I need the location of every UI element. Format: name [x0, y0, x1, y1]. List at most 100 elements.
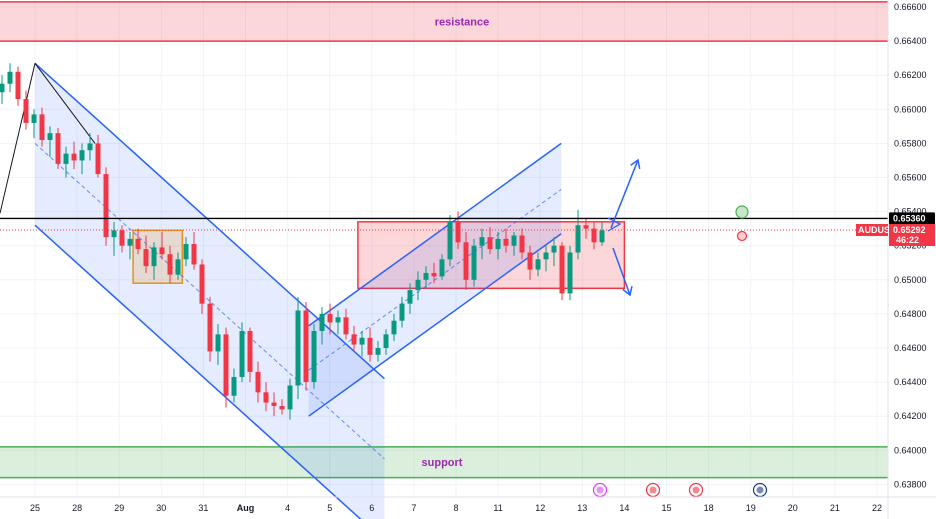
- green-circle-marker: [735, 205, 749, 219]
- candle-body: [39, 114, 45, 140]
- x-tick-label: 21: [830, 503, 840, 513]
- candle-body: [391, 320, 397, 335]
- candle-body: [311, 330, 317, 383]
- candle-body: [423, 272, 429, 280]
- us-flag-event-icon-2-inner: [692, 486, 700, 494]
- candle-body: [87, 143, 93, 151]
- x-tick-label: 19: [746, 503, 756, 513]
- channel-down-lower: [34, 224, 362, 519]
- candle-body: [559, 245, 565, 294]
- candle-body: [551, 245, 557, 253]
- candle-body: [199, 264, 205, 304]
- candle-body: [319, 313, 325, 331]
- y-tick-label: 0.66400: [894, 36, 927, 46]
- x-tick-label: 5: [327, 503, 332, 513]
- y-tick-label: 0.64400: [894, 377, 927, 387]
- candle-body: [463, 242, 469, 280]
- symbol-label: AUDUSD: [858, 225, 897, 235]
- y-tick-label: 0.66600: [894, 2, 927, 12]
- bullish-arrow-head: [630, 158, 641, 169]
- resistance-label: resistance: [435, 16, 489, 28]
- y-tick-label: 0.65400: [894, 207, 927, 217]
- candle-body: [415, 279, 421, 291]
- lightning-event-icon-inner: [596, 486, 604, 494]
- candle-body: [279, 405, 285, 410]
- candle-body: [135, 238, 141, 250]
- bearish-arrow-head: [622, 286, 633, 297]
- candle-body: [439, 259, 445, 277]
- candle-body: [295, 310, 301, 386]
- candle-body: [303, 310, 309, 383]
- candle-body: [255, 371, 261, 393]
- candle-body: [191, 243, 197, 265]
- trend-line: [0, 63, 36, 214]
- x-tick-label: 7: [411, 503, 416, 513]
- channel-up-upper: [308, 142, 562, 327]
- candle-body: [167, 254, 173, 275]
- candle-body: [63, 153, 69, 164]
- x-tick-label: 30: [156, 503, 166, 513]
- candle-body: [359, 337, 365, 345]
- y-tick-label: 0.65800: [894, 138, 927, 148]
- overlays: [0, 158, 888, 498]
- candle-body: [503, 238, 509, 246]
- candle-body: [103, 174, 109, 238]
- reference-price-tag: 0.65360: [889, 212, 935, 225]
- x-tick-label: 11: [493, 503, 502, 513]
- candle-body: [79, 150, 85, 161]
- price-pointer-icon: [607, 217, 622, 232]
- x-tick-label: 8: [453, 503, 458, 513]
- candle-body: [263, 392, 269, 403]
- candle-body: [231, 376, 237, 396]
- candle-body: [583, 225, 589, 229]
- candle-body: [0, 83, 5, 93]
- x-tick-label: 18: [704, 503, 714, 513]
- candle-body: [215, 334, 221, 352]
- red-circle-marker: [736, 230, 748, 242]
- support-label: support: [422, 457, 463, 469]
- candle-body: [455, 221, 461, 243]
- channel-up-median: [308, 189, 562, 371]
- channel-down-upper: [34, 62, 385, 380]
- us-flag-event-icon-inner: [649, 486, 657, 494]
- candle-body: [599, 230, 605, 243]
- x-tick-label: 31: [198, 503, 208, 513]
- candle-body: [111, 230, 117, 238]
- last-price-tag: AUDUSD 0.65292 46:22: [856, 224, 935, 247]
- candle-body: [575, 225, 581, 253]
- x-tick-label: 6: [369, 503, 374, 513]
- x-tick-label: 22: [872, 503, 882, 513]
- candle-body: [407, 290, 413, 304]
- y-tick-label: 0.65000: [894, 275, 927, 285]
- y-tick-label: 0.65600: [894, 173, 927, 183]
- zones: [0, 1, 888, 479]
- candle-body: [287, 385, 293, 410]
- channel-up-lower: [308, 233, 562, 417]
- candle-body: [15, 71, 21, 100]
- candle-body: [527, 252, 533, 270]
- x-tick-label: Aug: [237, 503, 255, 513]
- candle-body: [143, 249, 149, 267]
- candle-body: [151, 247, 157, 267]
- candle-body: [47, 133, 53, 140]
- candle-body: [327, 313, 333, 323]
- reference-price-value: 0.65360: [893, 213, 926, 223]
- candle-body: [399, 303, 405, 321]
- candle-body: [367, 337, 373, 355]
- candle-body: [383, 334, 389, 348]
- y-tick-label: 0.64000: [894, 445, 927, 455]
- candle-body: [271, 402, 277, 406]
- candle-body: [487, 237, 493, 250]
- candle-body: [519, 235, 525, 253]
- x-tick-label: 13: [577, 503, 587, 513]
- candle-body: [375, 348, 381, 355]
- candle-body: [543, 252, 549, 260]
- candle-body: [247, 330, 253, 372]
- grid: [0, 0, 888, 497]
- x-tick-label: 25: [30, 503, 40, 513]
- x-tick-label: 4: [285, 503, 290, 513]
- candle-body: [239, 330, 245, 377]
- x-tick-label: 14: [619, 503, 629, 513]
- countdown-value: 46:22: [896, 235, 919, 245]
